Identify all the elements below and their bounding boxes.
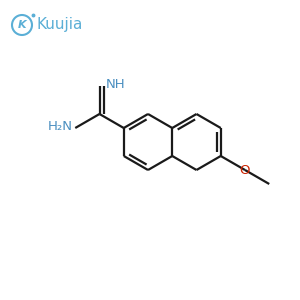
Text: K: K: [18, 20, 26, 30]
Text: H₂N: H₂N: [47, 121, 72, 134]
Text: O: O: [240, 164, 250, 176]
Text: NH: NH: [106, 79, 125, 92]
Text: Kuujia: Kuujia: [36, 17, 82, 32]
